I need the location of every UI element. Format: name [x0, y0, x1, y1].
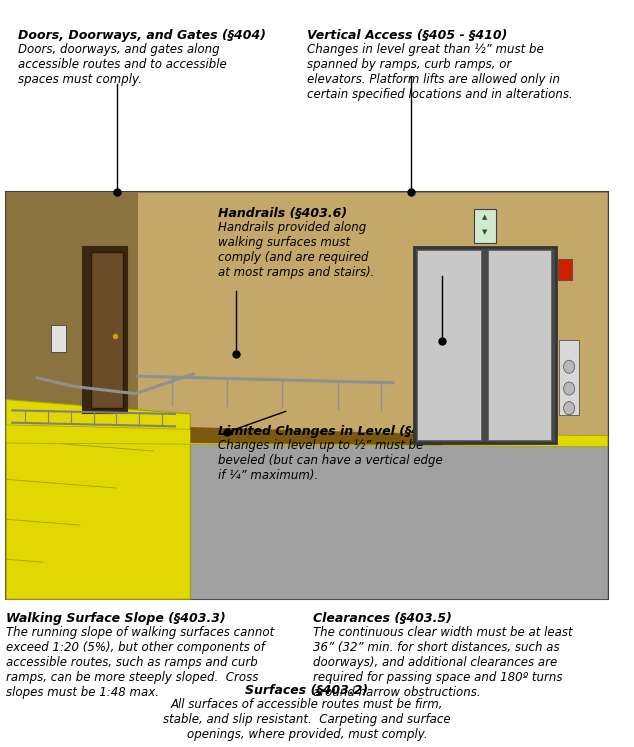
Polygon shape [6, 432, 608, 599]
Polygon shape [6, 400, 190, 599]
Polygon shape [6, 193, 608, 447]
Text: Clearances (§403.5): Clearances (§403.5) [313, 612, 452, 624]
Text: The continuous clear width must be at least
36” (32” min. for short distances, s: The continuous clear width must be at le… [313, 625, 573, 698]
Polygon shape [6, 193, 138, 432]
Text: Vertical Access (§405 - §410): Vertical Access (§405 - §410) [307, 29, 507, 42]
Text: Walking Surface Slope (§403.3): Walking Surface Slope (§403.3) [6, 612, 226, 624]
Polygon shape [6, 425, 608, 447]
Text: ▲: ▲ [482, 214, 488, 220]
Text: Doors, Doorways, and Gates (§404): Doors, Doorways, and Gates (§404) [18, 29, 266, 42]
Text: The running slope of walking surfaces cannot
exceed 1:20 (5%), but other compone: The running slope of walking surfaces ca… [6, 625, 275, 698]
Text: Handrails provided along
walking surfaces must
comply (and are required
at most : Handrails provided along walking surface… [218, 221, 375, 279]
Circle shape [564, 382, 574, 395]
Text: Changes in level great than ½” must be
spanned by ramps, curb ramps, or
elevator: Changes in level great than ½” must be s… [307, 43, 573, 101]
Text: Doors, doorways, and gates along
accessible routes and to accessible
spaces must: Doors, doorways, and gates along accessi… [18, 43, 227, 86]
Text: All surfaces of accessible routes must be firm,
stable, and slip resistant.  Car: All surfaces of accessible routes must b… [163, 698, 451, 741]
FancyBboxPatch shape [91, 252, 123, 408]
FancyBboxPatch shape [415, 247, 555, 443]
Text: Limited Changes in Level (§403.4): Limited Changes in Level (§403.4) [218, 425, 456, 438]
Text: Changes in level up to ½” must be
beveled (but can have a vertical edge
if ¼” ma: Changes in level up to ½” must be bevele… [218, 439, 443, 482]
FancyBboxPatch shape [559, 340, 579, 415]
Text: Handrails (§403.6): Handrails (§403.6) [218, 207, 347, 220]
FancyBboxPatch shape [558, 259, 572, 279]
FancyBboxPatch shape [83, 247, 127, 412]
Polygon shape [190, 427, 442, 445]
Text: Surfaces (§403.2): Surfaces (§403.2) [245, 684, 368, 697]
FancyBboxPatch shape [6, 193, 608, 599]
Circle shape [564, 360, 574, 374]
FancyBboxPatch shape [417, 249, 481, 440]
Text: ▼: ▼ [482, 229, 488, 235]
FancyBboxPatch shape [488, 249, 552, 440]
FancyBboxPatch shape [51, 326, 66, 352]
Circle shape [564, 402, 574, 415]
FancyBboxPatch shape [474, 209, 496, 243]
